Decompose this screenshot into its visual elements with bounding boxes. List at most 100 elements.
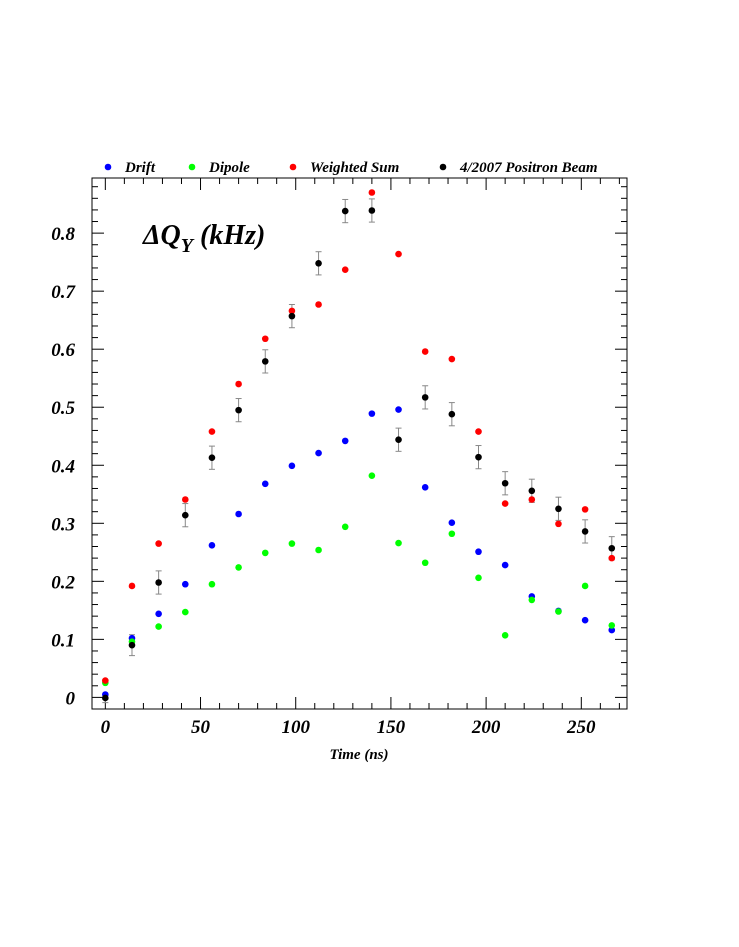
point-dipole (555, 608, 562, 615)
point-4-2007-positron-beam (102, 694, 109, 702)
x-axis-title: Time (ns) (329, 747, 388, 763)
point-drift (181, 580, 189, 588)
legend-marker-drift (104, 163, 112, 171)
point-drift (448, 519, 456, 527)
x-tick-label: 0 (101, 717, 111, 738)
point-4-2007-positron-beam (555, 505, 562, 513)
point-drift (395, 406, 402, 413)
point-dipole (448, 530, 456, 538)
point-weighted-sum (288, 307, 296, 315)
point-drift (501, 561, 509, 569)
y-tick-label: 0 (66, 688, 76, 709)
point-weighted-sum (501, 500, 509, 507)
point-4-2007-positron-beam (395, 436, 402, 444)
point-dipole (208, 580, 216, 588)
y-tick-label: 0.6 (51, 340, 75, 361)
point-weighted-sum (395, 250, 402, 258)
x-tick-label: 200 (471, 717, 501, 738)
point-drift (475, 548, 482, 556)
axis-tick-labels: 0 50 100 150 200 250 0 0.1 0.2 0.3 0.4 0.5 0.6 0.7 0.8 (51, 224, 596, 738)
data-points (102, 189, 616, 702)
point-4-2007-positron-beam (155, 579, 162, 586)
point-drift (608, 626, 616, 634)
point-weighted-sum (528, 496, 536, 503)
point-dipole (608, 622, 616, 629)
legend-label-4-2007-positron-beam: 4/2007 Positron Beam (459, 160, 598, 176)
x-tick-label: 100 (281, 717, 310, 738)
point-dipole (288, 540, 296, 547)
point-weighted-sum (128, 582, 136, 590)
point-4-2007-positron-beam (208, 454, 216, 462)
point-weighted-sum (102, 677, 109, 684)
point-dipole (581, 582, 589, 590)
legend-marker-dipole (188, 163, 196, 171)
point-4-2007-positron-beam (341, 207, 349, 215)
annotation-suffix: (kHz) (193, 220, 265, 251)
point-4-2007-positron-beam (608, 544, 616, 552)
point-weighted-sum (475, 428, 482, 435)
legend-label-drift: Drift (124, 160, 156, 176)
annotation-main: ΔQ (142, 220, 181, 251)
point-weighted-sum (315, 301, 322, 308)
point-drift (421, 484, 429, 491)
x-tick-label: 150 (377, 717, 406, 738)
legend: Drift Dipole Weighted Sum 4/2007 Positron B… (104, 160, 598, 176)
point-drift (261, 480, 269, 488)
point-weighted-sum (581, 506, 589, 513)
point-4-2007-positron-beam (448, 410, 456, 418)
y-tick-label: 0.7 (51, 282, 76, 303)
chart-annotation: ΔQY (kHz) (142, 220, 265, 257)
point-drift (315, 449, 322, 457)
error-bars (102, 198, 615, 704)
point-dipole (368, 472, 376, 480)
axis-ticks (92, 178, 627, 710)
y-tick-label: 0.5 (51, 398, 75, 419)
point-weighted-sum (368, 189, 376, 196)
point-dipole (261, 549, 269, 557)
y-tick-label: 0.1 (51, 630, 75, 651)
plot-frame (91, 177, 628, 710)
point-drift (288, 462, 296, 470)
point-4-2007-positron-beam (475, 453, 482, 461)
point-weighted-sum (608, 554, 616, 562)
point-4-2007-positron-beam (288, 312, 296, 320)
point-4-2007-positron-beam (128, 641, 136, 649)
point-4-2007-positron-beam (501, 479, 509, 487)
point-weighted-sum (181, 496, 189, 503)
point-dipole (315, 546, 322, 554)
point-4-2007-positron-beam (581, 528, 589, 535)
point-dipole (395, 539, 402, 547)
point-dipole (501, 631, 509, 639)
point-dipole (475, 574, 482, 582)
point-drift (341, 437, 349, 445)
legend-label-dipole: Dipole (208, 160, 250, 176)
point-drift (208, 542, 216, 549)
point-drift (155, 610, 162, 618)
y-tick-label: 0.8 (51, 224, 75, 245)
point-drift (368, 410, 376, 417)
point-weighted-sum (261, 335, 269, 343)
point-4-2007-positron-beam (421, 394, 429, 401)
point-4-2007-positron-beam (235, 406, 242, 414)
legend-label-weighted-sum: Weighted Sum (310, 160, 399, 176)
point-4-2007-positron-beam (181, 511, 189, 519)
point-weighted-sum (448, 355, 456, 363)
y-tick-label: 0.2 (51, 572, 75, 593)
point-4-2007-positron-beam (368, 207, 376, 214)
point-dipole (235, 564, 242, 571)
point-dipole (155, 623, 162, 630)
y-tick-label: 0.3 (51, 514, 75, 535)
point-4-2007-positron-beam (261, 358, 269, 365)
point-dipole (341, 523, 349, 531)
point-weighted-sum (208, 428, 216, 435)
y-tick-label: 0.4 (51, 456, 75, 477)
point-drift (235, 510, 242, 518)
legend-marker-weighted-sum (289, 163, 297, 171)
point-4-2007-positron-beam (528, 487, 536, 495)
point-weighted-sum (235, 380, 242, 388)
x-tick-label: 50 (191, 717, 211, 738)
point-4-2007-positron-beam (315, 260, 322, 267)
point-dipole (421, 559, 429, 567)
point-dipole (528, 596, 536, 604)
